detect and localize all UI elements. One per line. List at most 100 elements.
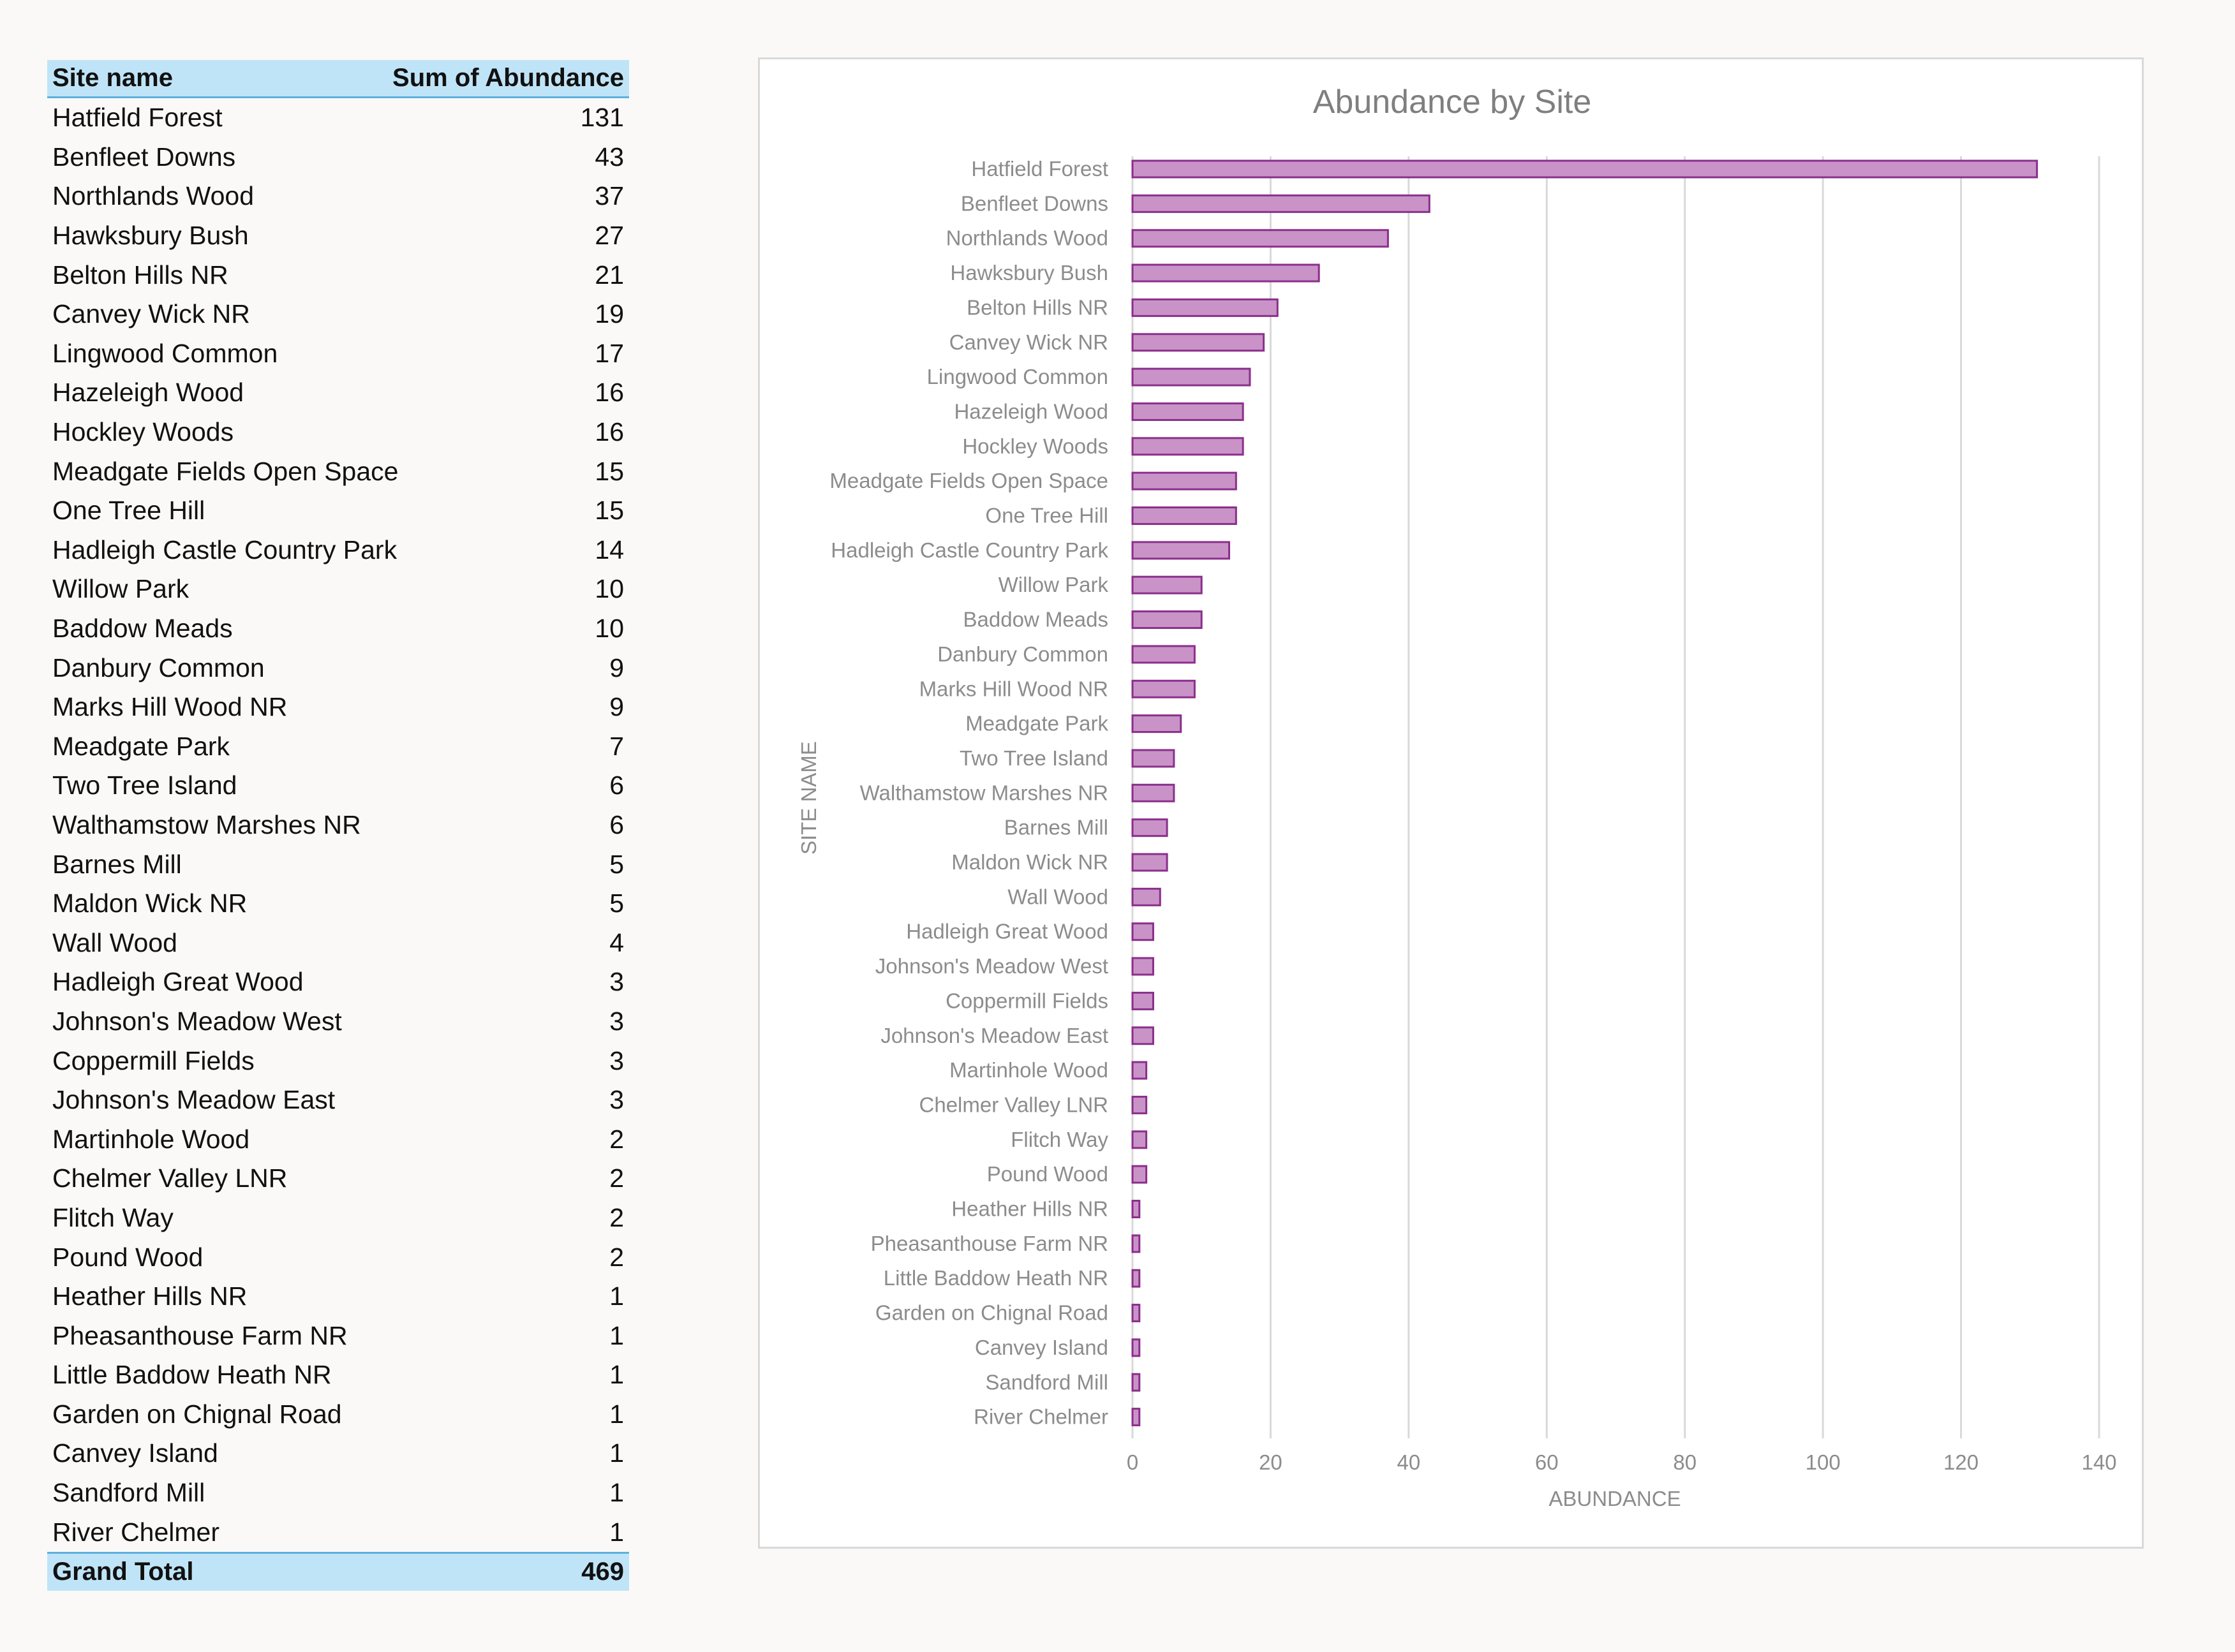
site-name-cell[interactable]: Barnes Mill	[52, 849, 182, 879]
abundance-cell[interactable]: 15	[595, 496, 624, 526]
bar[interactable]	[1131, 853, 1168, 872]
abundance-cell[interactable]: 2	[609, 1242, 624, 1272]
bar[interactable]	[1131, 783, 1175, 802]
site-name-cell[interactable]: Benfleet Downs	[52, 142, 236, 172]
abundance-cell[interactable]: 21	[595, 260, 624, 290]
bar[interactable]	[1131, 1095, 1148, 1114]
bar[interactable]	[1131, 437, 1244, 456]
bar[interactable]	[1131, 645, 1196, 664]
abundance-cell[interactable]: 1	[609, 1478, 624, 1508]
site-name-cell[interactable]: Johnson's Meadow West	[52, 1006, 342, 1036]
abundance-cell[interactable]: 1	[609, 1517, 624, 1547]
abundance-cell[interactable]: 3	[609, 1045, 624, 1075]
abundance-cell[interactable]: 1	[609, 1320, 624, 1350]
site-name-cell[interactable]: Baddow Meads	[52, 614, 233, 644]
site-name-cell[interactable]: Coppermill Fields	[52, 1045, 255, 1075]
bar[interactable]	[1131, 749, 1175, 768]
bar[interactable]	[1131, 991, 1154, 1010]
abundance-cell[interactable]: 5	[609, 889, 624, 918]
site-name-cell[interactable]: Marks Hill Wood NR	[52, 692, 288, 722]
bar[interactable]	[1131, 575, 1203, 594]
site-name-cell[interactable]: Pound Wood	[52, 1242, 204, 1272]
abundance-cell[interactable]: 3	[609, 1085, 624, 1115]
site-name-cell[interactable]: Meadgate Fields Open Space	[52, 456, 399, 486]
abundance-cell[interactable]: 7	[609, 731, 624, 761]
abundance-cell[interactable]: 1	[609, 1399, 624, 1429]
bar[interactable]	[1131, 263, 1320, 283]
abundance-cell[interactable]: 43	[595, 142, 624, 172]
chart-area[interactable]: Abundance by Site Hatfield Forest Benflee…	[758, 57, 2144, 1549]
bar[interactable]	[1131, 957, 1154, 976]
bar[interactable]	[1131, 1026, 1154, 1045]
abundance-cell[interactable]: 9	[609, 692, 624, 722]
bar[interactable]	[1131, 159, 2038, 179]
abundance-cell[interactable]: 1	[609, 1360, 624, 1390]
bar[interactable]	[1131, 1373, 1141, 1392]
bar[interactable]	[1131, 541, 1230, 560]
bar[interactable]	[1131, 1165, 1148, 1184]
abundance-cell[interactable]: 17	[595, 338, 624, 368]
abundance-cell[interactable]: 27	[595, 221, 624, 251]
site-name-cell[interactable]: Canvey Island	[52, 1438, 218, 1468]
abundance-cell[interactable]: 15	[595, 456, 624, 486]
site-name-cell[interactable]: Heather Hills NR	[52, 1281, 248, 1311]
bar[interactable]	[1131, 922, 1154, 941]
abundance-cell[interactable]: 16	[595, 417, 624, 447]
site-name-cell[interactable]: Walthamstow Marshes NR	[52, 809, 361, 839]
abundance-cell[interactable]: 37	[595, 181, 624, 211]
bar[interactable]	[1131, 1130, 1148, 1149]
abundance-cell[interactable]: 4	[609, 927, 624, 957]
site-name-cell[interactable]: Hawksbury Bush	[52, 221, 249, 251]
abundance-cell[interactable]: 1	[609, 1438, 624, 1468]
abundance-cell[interactable]: 10	[595, 574, 624, 604]
chart-title[interactable]: Abundance by Site	[1313, 84, 1592, 121]
bar[interactable]	[1131, 402, 1244, 421]
site-name-cell[interactable]: Willow Park	[52, 574, 189, 604]
bar[interactable]	[1131, 1304, 1141, 1323]
abundance-cell[interactable]: 2	[609, 1124, 624, 1154]
bar[interactable]	[1131, 229, 1389, 248]
site-name-cell[interactable]: Meadgate Park	[52, 731, 230, 761]
site-name-cell[interactable]: Flitch Way	[52, 1202, 174, 1232]
bar[interactable]	[1131, 887, 1161, 906]
site-name-cell[interactable]: Hazeleigh Wood	[52, 378, 244, 408]
site-name-cell[interactable]: Pheasanthouse Farm NR	[52, 1320, 348, 1350]
bar[interactable]	[1131, 1338, 1141, 1357]
header-sum-of-abundance[interactable]: Sum of Abundance	[392, 64, 624, 92]
site-name-cell[interactable]: Hadleigh Great Wood	[52, 967, 304, 997]
bar[interactable]	[1131, 367, 1251, 387]
bar[interactable]	[1131, 610, 1203, 630]
site-name-cell[interactable]: Maldon Wick NR	[52, 889, 248, 918]
site-name-cell[interactable]: Canvey Wick NR	[52, 299, 250, 329]
header-site-name[interactable]: Site name	[52, 64, 173, 92]
site-name-cell[interactable]: River Chelmer	[52, 1517, 219, 1547]
bar[interactable]	[1131, 1061, 1148, 1080]
bar[interactable]	[1131, 1234, 1141, 1253]
site-name-cell[interactable]: Hadleigh Castle Country Park	[52, 535, 397, 564]
site-name-cell[interactable]: Chelmer Valley LNR	[52, 1163, 288, 1193]
abundance-cell[interactable]: 19	[595, 299, 624, 329]
bar[interactable]	[1131, 679, 1196, 698]
grand-total-label[interactable]: Grand Total	[52, 1558, 194, 1586]
grand-total-value[interactable]: 469	[581, 1558, 624, 1586]
site-name-cell[interactable]: Little Baddow Heath NR	[52, 1360, 332, 1390]
bar[interactable]	[1131, 333, 1265, 352]
bar[interactable]	[1131, 506, 1237, 525]
site-name-cell[interactable]: Garden on Chignal Road	[52, 1399, 342, 1429]
abundance-cell[interactable]: 3	[609, 967, 624, 997]
abundance-cell[interactable]: 6	[609, 771, 624, 800]
bar[interactable]	[1131, 471, 1237, 490]
abundance-cell[interactable]: 6	[609, 809, 624, 839]
bar[interactable]	[1131, 714, 1182, 734]
bar[interactable]	[1131, 194, 1430, 213]
abundance-cell[interactable]: 2	[609, 1163, 624, 1193]
bar[interactable]	[1131, 1269, 1141, 1288]
site-name-cell[interactable]: Hockley Woods	[52, 417, 234, 447]
site-name-cell[interactable]: Belton Hills NR	[52, 260, 228, 290]
abundance-cell[interactable]: 1	[609, 1281, 624, 1311]
site-name-cell[interactable]: Sandford Mill	[52, 1478, 205, 1508]
abundance-cell[interactable]: 131	[580, 103, 624, 133]
site-name-cell[interactable]: Two Tree Island	[52, 771, 237, 800]
bar[interactable]	[1131, 1408, 1141, 1427]
site-name-cell[interactable]: Hatfield Forest	[52, 103, 223, 133]
